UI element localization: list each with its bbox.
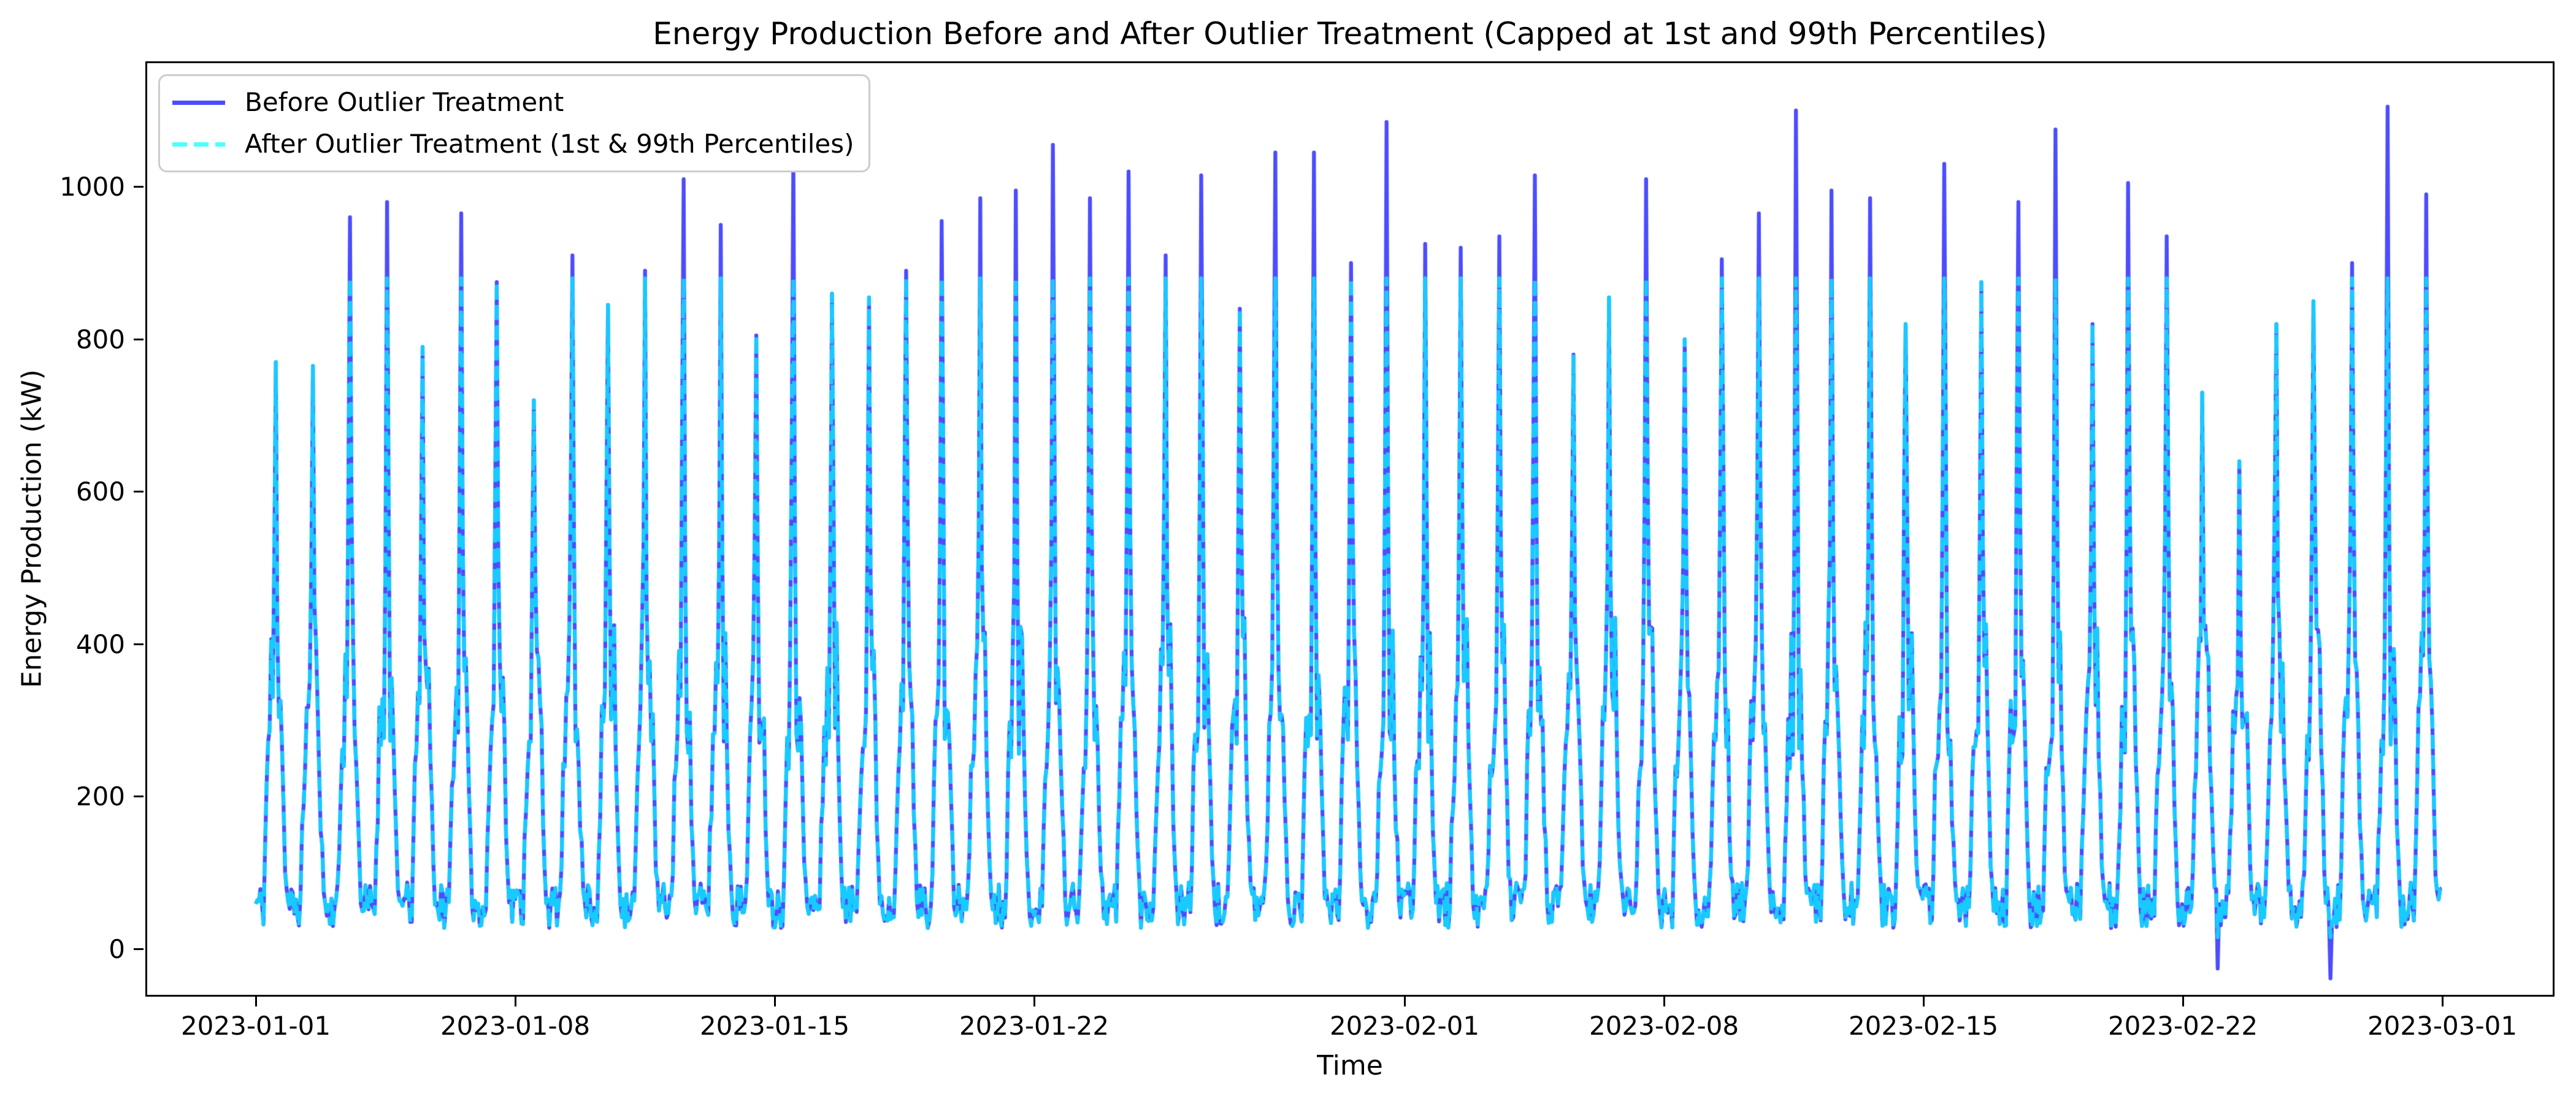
- x-tick-mark: [2182, 997, 2184, 1006]
- y-tick-label: 0: [109, 934, 125, 964]
- x-tick-label: 2023-01-01: [180, 1011, 331, 1041]
- x-tick-mark: [255, 997, 257, 1006]
- y-tick-mark: [134, 491, 144, 493]
- legend-entry-after: After Outlier Treatment (1st & 99th Perc…: [172, 129, 854, 159]
- x-tick-mark: [1033, 997, 1035, 1006]
- legend-line-dashed-icon: [172, 142, 225, 147]
- y-tick-mark: [134, 948, 144, 950]
- x-tick-label: 2023-01-22: [959, 1011, 1110, 1041]
- y-tick-label: 400: [75, 629, 125, 659]
- y-tick-mark: [134, 643, 144, 645]
- x-tick-label: 2023-02-01: [1329, 1011, 1480, 1041]
- x-tick-label: 2023-01-15: [699, 1011, 850, 1041]
- x-tick-label: 2023-01-08: [440, 1011, 591, 1041]
- legend-entry-before: Before Outlier Treatment: [172, 87, 854, 118]
- x-tick-label: 2023-02-22: [2107, 1011, 2258, 1041]
- legend: Before Outlier Treatment After Outlier T…: [158, 74, 871, 172]
- y-tick-label: 1000: [59, 172, 125, 202]
- x-tick-mark: [2442, 997, 2444, 1006]
- y-tick-label: 800: [75, 324, 125, 355]
- y-tick-mark: [134, 186, 144, 188]
- x-tick-mark: [774, 997, 776, 1006]
- x-tick-mark: [1404, 997, 1406, 1006]
- legend-line-solid-icon: [172, 100, 225, 105]
- chart-title: Energy Production Before and After Outli…: [653, 16, 2047, 52]
- x-tick-label: 2023-02-15: [1848, 1011, 1999, 1041]
- plot-axes-border: [145, 61, 2555, 997]
- x-tick-mark: [1923, 997, 1925, 1006]
- x-tick-mark: [515, 997, 516, 1006]
- x-tick-mark: [1663, 997, 1665, 1006]
- y-tick-label: 600: [75, 477, 125, 507]
- legend-label-after: After Outlier Treatment (1st & 99th Perc…: [245, 129, 854, 159]
- y-tick-label: 200: [75, 781, 125, 811]
- x-tick-label: 2023-03-01: [2367, 1011, 2518, 1041]
- x-axis-label: Time: [1317, 1050, 1383, 1081]
- legend-label-before: Before Outlier Treatment: [245, 87, 564, 117]
- x-tick-label: 2023-02-08: [1589, 1011, 1739, 1041]
- y-tick-mark: [134, 339, 144, 340]
- y-tick-mark: [134, 795, 144, 797]
